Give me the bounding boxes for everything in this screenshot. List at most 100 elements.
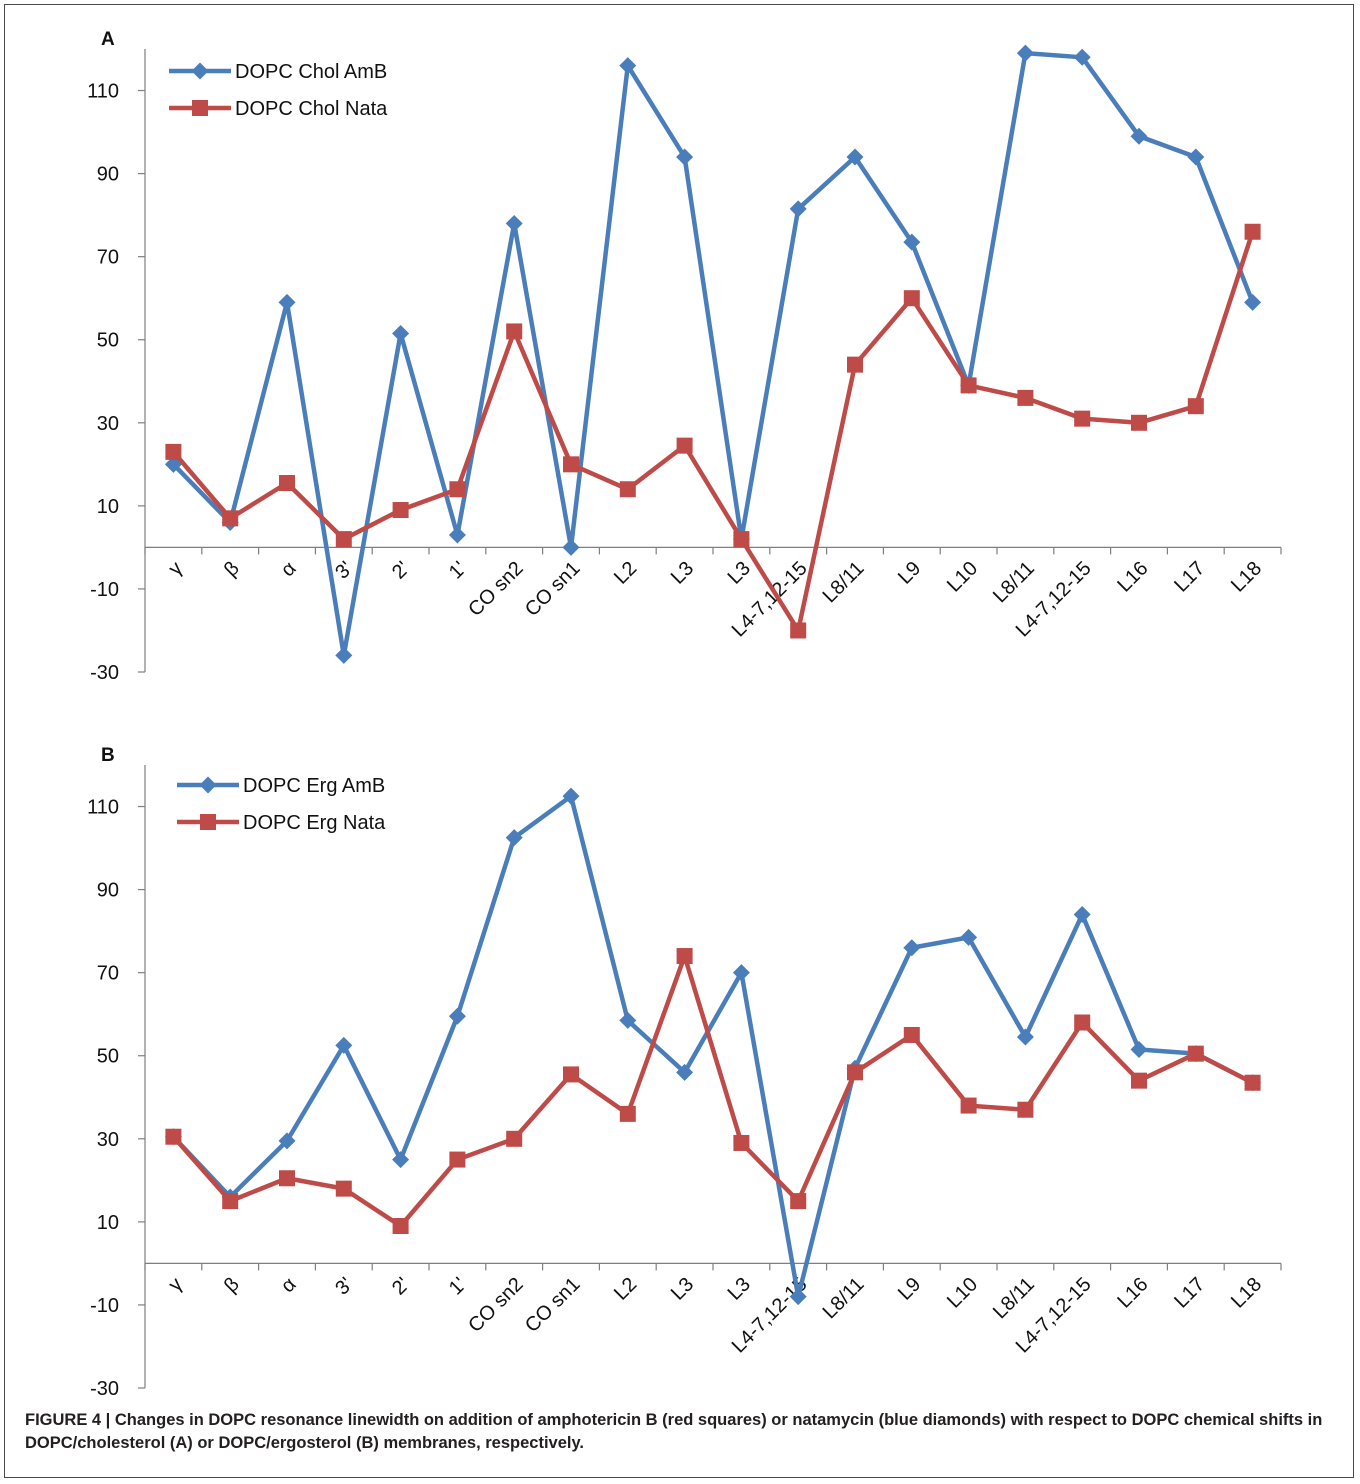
series-2-point bbox=[733, 531, 750, 548]
x-tick-label: L18 bbox=[1227, 557, 1266, 596]
series-2-point bbox=[1187, 1045, 1204, 1062]
x-tick-label: L17 bbox=[1170, 557, 1209, 596]
series-2-point bbox=[279, 475, 295, 492]
series-2-point bbox=[506, 323, 523, 340]
x-tick-label: β bbox=[220, 557, 244, 581]
x-tick-label: L16 bbox=[1113, 557, 1152, 596]
series-2-point bbox=[903, 1026, 920, 1043]
series-2-point bbox=[960, 377, 977, 394]
x-tick-label: γ bbox=[164, 1273, 187, 1296]
x-tick-label: 3' bbox=[331, 1273, 357, 1299]
series-1-point bbox=[505, 214, 523, 232]
series-2-point bbox=[563, 1066, 579, 1083]
x-tick-label: CO sn2 bbox=[464, 1273, 528, 1337]
series-2-point bbox=[676, 948, 693, 965]
x-tick-label: 2' bbox=[388, 557, 414, 583]
x-tick-label: β bbox=[220, 1273, 244, 1297]
y-tick-label: 110 bbox=[87, 81, 119, 103]
series-2-point bbox=[279, 1170, 295, 1187]
series-1-point bbox=[1073, 906, 1091, 924]
series-2-point bbox=[1074, 410, 1091, 427]
series-2-point bbox=[1131, 1072, 1147, 1089]
x-tick-label: L8/11 bbox=[989, 1273, 1039, 1323]
series-2-point bbox=[392, 502, 409, 519]
y-tick-label: 70 bbox=[97, 963, 119, 985]
legend-label: DOPC Chol Nata bbox=[235, 98, 388, 120]
y-tick-label: -10 bbox=[90, 579, 119, 601]
series-2-point bbox=[335, 531, 352, 548]
figure-frame: A -30 -10 10 30 50 70 90 110 γ β α 3' 2' 1' CO sn2 CO sn… bbox=[4, 4, 1354, 1478]
series-1-point bbox=[1073, 48, 1091, 66]
series-1-point bbox=[1130, 1041, 1148, 1059]
y-tick-label: -30 bbox=[90, 662, 119, 684]
series-1-point bbox=[392, 1151, 410, 1169]
x-tick-label: L3 bbox=[667, 557, 698, 588]
series-2-point bbox=[733, 1134, 750, 1151]
series-1-point bbox=[335, 1036, 353, 1054]
series-2-point bbox=[1074, 1014, 1091, 1031]
x-tick-label: L9 bbox=[894, 557, 925, 588]
x-tick-label: α bbox=[277, 557, 301, 581]
legend-swatch-marker bbox=[200, 814, 216, 830]
series-1-point bbox=[164, 455, 182, 473]
series-1-point bbox=[732, 964, 750, 982]
series-1-point bbox=[1187, 148, 1205, 166]
series-1-point bbox=[619, 57, 637, 75]
x-tick-label: CO sn2 bbox=[464, 557, 528, 621]
series-1-point bbox=[392, 325, 410, 343]
series-1-point bbox=[789, 1288, 807, 1306]
panel-letter: A bbox=[101, 29, 115, 50]
legend-label: DOPC Erg AmB bbox=[243, 775, 385, 797]
legend-label: DOPC Chol AmB bbox=[235, 61, 387, 83]
y-tick-label: 30 bbox=[97, 1129, 119, 1151]
series-1-point bbox=[448, 526, 466, 544]
series-1-point bbox=[903, 233, 921, 251]
series-2-point bbox=[1187, 398, 1204, 415]
y-tick-label: 50 bbox=[97, 330, 119, 352]
series-2-point bbox=[676, 437, 693, 454]
series-2-point bbox=[790, 622, 807, 639]
series-2-point bbox=[335, 1180, 352, 1197]
x-tick-label: 2' bbox=[388, 1273, 414, 1299]
series-1-point bbox=[1016, 44, 1034, 62]
x-tick-label: L3 bbox=[667, 1273, 698, 1304]
x-tick-label: L9 bbox=[894, 1273, 925, 1304]
series-2-point bbox=[790, 1193, 807, 1210]
series-1-point bbox=[278, 1132, 296, 1150]
x-tick-label: 1' bbox=[445, 557, 471, 583]
y-tick-label: 30 bbox=[97, 413, 119, 435]
x-tick-label: L3 bbox=[724, 557, 755, 588]
legend-swatch-marker bbox=[192, 100, 208, 116]
x-tick-label: γ bbox=[164, 557, 187, 580]
legend-swatch-marker bbox=[191, 62, 209, 80]
x-tick-label: 1' bbox=[445, 1273, 471, 1299]
series-2-point bbox=[449, 1151, 466, 1168]
series-2-point bbox=[449, 481, 466, 498]
series-1-point bbox=[1244, 293, 1262, 311]
series-2-point bbox=[392, 1218, 409, 1235]
series-2-point bbox=[1244, 223, 1261, 240]
series-2-point bbox=[222, 510, 239, 527]
series-1-point bbox=[903, 939, 921, 957]
series-1-point bbox=[676, 1063, 694, 1081]
series-2-point bbox=[619, 1105, 636, 1122]
series-1-point bbox=[1016, 1028, 1034, 1046]
series-2-point bbox=[1017, 389, 1034, 406]
x-tick-label: α bbox=[277, 1273, 301, 1297]
series-line-1 bbox=[171, 793, 1254, 1299]
x-tick-label: 3' bbox=[331, 557, 357, 583]
series-2-point bbox=[847, 1064, 863, 1081]
x-tick-label: CO sn1 bbox=[521, 557, 585, 621]
series-2-point bbox=[165, 443, 182, 460]
series-2-point bbox=[903, 290, 920, 307]
series-2-point bbox=[847, 356, 863, 373]
series-2-point bbox=[506, 1130, 523, 1147]
x-tick-label: L10 bbox=[943, 557, 982, 596]
x-tick-label: L8/11 bbox=[819, 1273, 869, 1323]
y-tick-label: 90 bbox=[97, 164, 119, 186]
x-tick-label: L16 bbox=[1113, 1273, 1152, 1312]
figure-caption: FIGURE 4 | Changes in DOPC resonance lin… bbox=[25, 1411, 1323, 1452]
series-line-2 bbox=[171, 231, 1255, 633]
